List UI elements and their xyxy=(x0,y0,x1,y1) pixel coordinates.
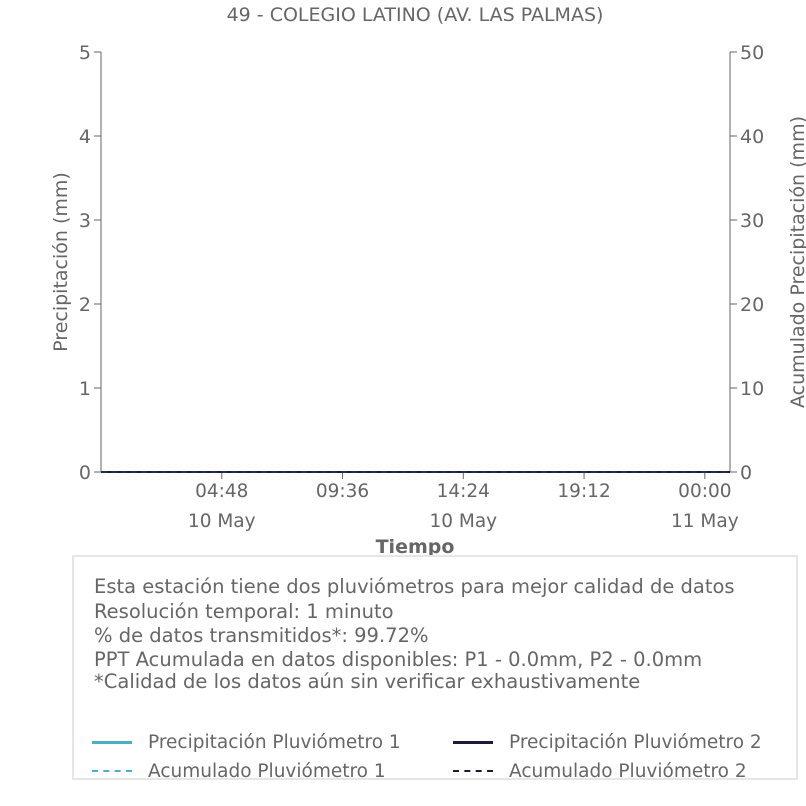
legend-item-accum-p2: Acumulado Pluviómetro 2 xyxy=(453,758,747,784)
info-line-transmitted: % de datos transmitidos*: 99.72% xyxy=(94,624,429,647)
x-tick-label-time: 09:36 xyxy=(316,481,369,502)
info-box: Esta estación tiene dos pluviómetros par… xyxy=(72,555,798,782)
legend-item-precip-p1: Precipitación Pluviómetro 1 xyxy=(92,729,401,755)
legend-label-precip-p1: Precipitación Pluviómetro 1 xyxy=(148,731,401,753)
x-tick-label-date: 11 May xyxy=(671,511,739,532)
legend-item-accum-p1: Acumulado Pluviómetro 1 xyxy=(92,758,386,784)
x-tick-label-time: 00:00 xyxy=(678,481,731,502)
y-axis-label-left: Precipitación (mm) xyxy=(50,172,72,352)
legend-label-accum-p2: Acumulado Pluviómetro 2 xyxy=(509,760,747,782)
x-tick-label-date: 10 May xyxy=(429,511,497,532)
info-line-accumulated: PPT Acumulada en datos disponibles: P1 -… xyxy=(94,648,703,671)
legend-item-precip-p2: Precipitación Pluviómetro 2 xyxy=(453,729,762,755)
x-tick-label-time: 14:24 xyxy=(437,481,490,502)
legend-label-precip-p2: Precipitación Pluviómetro 2 xyxy=(509,731,762,753)
info-line-stations: Esta estación tiene dos pluviómetros par… xyxy=(94,575,735,598)
y-tick-label-right: 10 xyxy=(740,378,764,400)
legend-swatch-accum-p1 xyxy=(92,770,132,772)
y-tick-label-right: 30 xyxy=(740,210,764,232)
y-tick-label-left: 3 xyxy=(79,210,91,232)
y-tick-label-left: 5 xyxy=(79,42,91,64)
y-tick-label-right: 50 xyxy=(740,42,764,64)
y-tick-label-left: 2 xyxy=(79,294,91,316)
x-tick-label-time: 19:12 xyxy=(557,481,610,502)
y-tick-label-right: 20 xyxy=(740,294,764,316)
x-tick-label-date: 10 May xyxy=(188,511,256,532)
legend-swatch-accum-p2 xyxy=(453,770,493,772)
y-axis-label-right: Acumulado Precipitación (mm) xyxy=(787,116,806,408)
y-tick-label-left: 0 xyxy=(79,462,91,484)
legend-swatch-precip-p2 xyxy=(453,740,493,744)
y-tick-label-left: 1 xyxy=(79,378,91,400)
chart-title: 49 - COLEGIO LATINO (AV. LAS PALMAS) xyxy=(227,4,604,26)
x-axis-label: Tiempo xyxy=(376,536,455,558)
y-tick-label-left: 4 xyxy=(79,126,91,148)
x-tick-label-time: 04:48 xyxy=(195,481,248,502)
legend-swatch-precip-p1 xyxy=(92,740,132,744)
y-tick-label-right: 40 xyxy=(740,126,764,148)
info-line-quality-note: *Calidad de los datos aún sin verificar … xyxy=(94,670,641,693)
y-tick-label-right: 0 xyxy=(740,462,752,484)
legend-label-accum-p1: Acumulado Pluviómetro 1 xyxy=(148,760,386,782)
info-line-resolution: Resolución temporal: 1 minuto xyxy=(94,600,394,623)
